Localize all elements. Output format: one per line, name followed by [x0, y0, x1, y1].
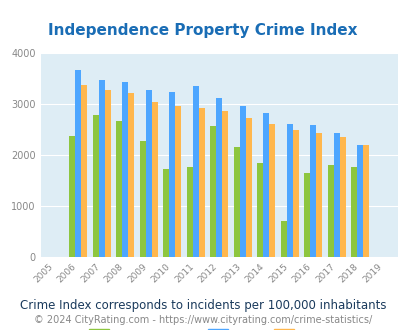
Legend: Independence, Ohio, National: Independence, Ohio, National	[84, 324, 353, 330]
Bar	[245, 118, 251, 257]
Bar	[92, 115, 98, 257]
Text: © 2024 CityRating.com - https://www.cityrating.com/crime-statistics/: © 2024 CityRating.com - https://www.city…	[34, 315, 371, 325]
Bar	[175, 106, 181, 257]
Bar	[327, 165, 333, 257]
Bar	[262, 113, 269, 257]
Bar	[239, 106, 245, 257]
Bar	[303, 173, 309, 257]
Bar	[104, 90, 111, 257]
Bar	[122, 82, 128, 257]
Text: Crime Index corresponds to incidents per 100,000 inhabitants: Crime Index corresponds to incidents per…	[20, 299, 385, 312]
Bar	[69, 136, 75, 257]
Bar	[128, 93, 134, 257]
Bar	[256, 163, 262, 257]
Bar	[145, 90, 151, 257]
Bar	[198, 108, 205, 257]
Bar	[215, 98, 222, 257]
Bar	[350, 167, 356, 257]
Bar	[163, 169, 169, 257]
Bar	[269, 124, 275, 257]
Bar	[362, 146, 369, 257]
Bar	[209, 126, 215, 257]
Bar	[333, 133, 339, 257]
Bar	[186, 167, 192, 257]
Bar	[139, 141, 145, 257]
Bar	[286, 124, 292, 257]
Bar	[309, 125, 315, 257]
Bar	[315, 133, 322, 257]
Bar	[233, 148, 239, 257]
Bar	[98, 81, 104, 257]
Bar	[292, 130, 298, 257]
Bar	[81, 85, 87, 257]
Bar	[75, 70, 81, 257]
Bar	[222, 111, 228, 257]
Bar	[280, 220, 286, 257]
Bar	[151, 102, 158, 257]
Bar	[339, 137, 345, 257]
Bar	[116, 121, 122, 257]
Bar	[356, 145, 362, 257]
Text: Independence Property Crime Index: Independence Property Crime Index	[48, 23, 357, 38]
Bar	[192, 85, 198, 257]
Bar	[169, 92, 175, 257]
